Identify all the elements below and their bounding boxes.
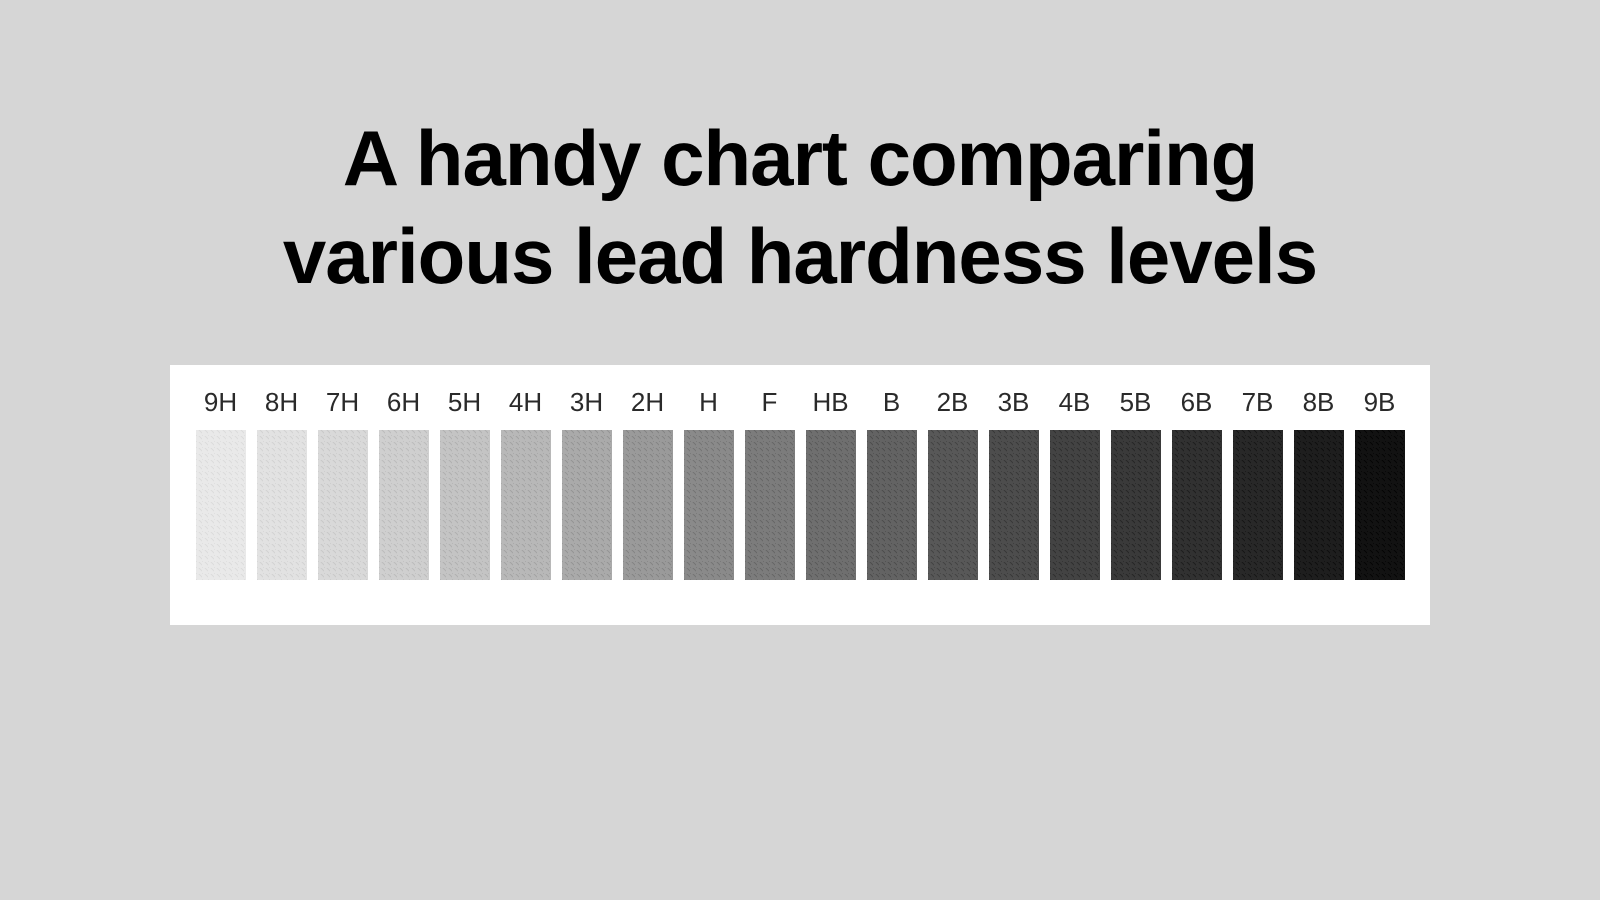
grade-swatch: [1050, 430, 1100, 580]
title-line-2: various lead hardness levels: [283, 212, 1317, 300]
grade-column: 9H: [196, 387, 246, 580]
grade-column: 4B: [1050, 387, 1100, 580]
grade-swatch: [989, 430, 1039, 580]
grade-label: 5B: [1111, 387, 1161, 418]
grade-swatch: [623, 430, 673, 580]
hardness-chart-panel: 9H 8H 7H 6H 5H 4H 3H 2H HF HB B 2B 3B 4B 5B 6B 7B 8B 9B: [170, 365, 1430, 625]
grade-swatch: [1111, 430, 1161, 580]
grade-label: 8H: [257, 387, 307, 418]
grade-column: HB: [806, 387, 856, 580]
grade-column: B: [867, 387, 917, 580]
grade-label: 4B: [1050, 387, 1100, 418]
grade-column: 7H: [318, 387, 368, 580]
title-line-1: A handy chart comparing: [343, 114, 1258, 202]
grade-column: 8H: [257, 387, 307, 580]
grade-column: 7B: [1233, 387, 1283, 580]
grade-label: 6B: [1172, 387, 1222, 418]
grade-column: 2B: [928, 387, 978, 580]
grade-swatch: [379, 430, 429, 580]
grade-column: 2H: [623, 387, 673, 580]
grade-swatch: [684, 430, 734, 580]
grade-swatch: [1294, 430, 1344, 580]
hardness-chart-row: 9H 8H 7H 6H 5H 4H 3H 2H HF HB B 2B 3B 4B 5B 6B 7B 8B 9B: [196, 387, 1405, 597]
page-title: A handy chart comparing various lead har…: [283, 110, 1317, 305]
grade-column: 3H: [562, 387, 612, 580]
grade-column: H: [684, 387, 734, 580]
grade-swatch: [501, 430, 551, 580]
grade-label: 3H: [562, 387, 612, 418]
grade-label: 7B: [1233, 387, 1283, 418]
grade-column: 5H: [440, 387, 490, 580]
grade-swatch: [1233, 430, 1283, 580]
grade-column: F: [745, 387, 795, 580]
grade-swatch: [562, 430, 612, 580]
grade-label: 6H: [379, 387, 429, 418]
grade-label: 2H: [623, 387, 673, 418]
grade-column: 6H: [379, 387, 429, 580]
grade-swatch: [318, 430, 368, 580]
grade-column: 9B: [1355, 387, 1405, 580]
grade-label: 9H: [196, 387, 246, 418]
grade-swatch: [928, 430, 978, 580]
grade-label: 4H: [501, 387, 551, 418]
grade-column: 3B: [989, 387, 1039, 580]
grade-swatch: [440, 430, 490, 580]
grade-swatch: [867, 430, 917, 580]
grade-swatch: [745, 430, 795, 580]
grade-label: 8B: [1294, 387, 1344, 418]
grade-swatch: [1355, 430, 1405, 580]
grade-label: B: [867, 387, 917, 418]
grade-label: 9B: [1355, 387, 1405, 418]
grade-column: 6B: [1172, 387, 1222, 580]
grade-label: 3B: [989, 387, 1039, 418]
grade-label: 5H: [440, 387, 490, 418]
grade-label: F: [745, 387, 795, 418]
grade-swatch: [806, 430, 856, 580]
grade-label: H: [684, 387, 734, 418]
page-root: A handy chart comparing various lead har…: [0, 0, 1600, 900]
grade-label: 7H: [318, 387, 368, 418]
grade-swatch: [257, 430, 307, 580]
grade-column: 5B: [1111, 387, 1161, 580]
grade-column: 4H: [501, 387, 551, 580]
grade-label: 2B: [928, 387, 978, 418]
grade-swatch: [1172, 430, 1222, 580]
grade-swatch: [196, 430, 246, 580]
grade-column: 8B: [1294, 387, 1344, 580]
grade-label: HB: [806, 387, 856, 418]
